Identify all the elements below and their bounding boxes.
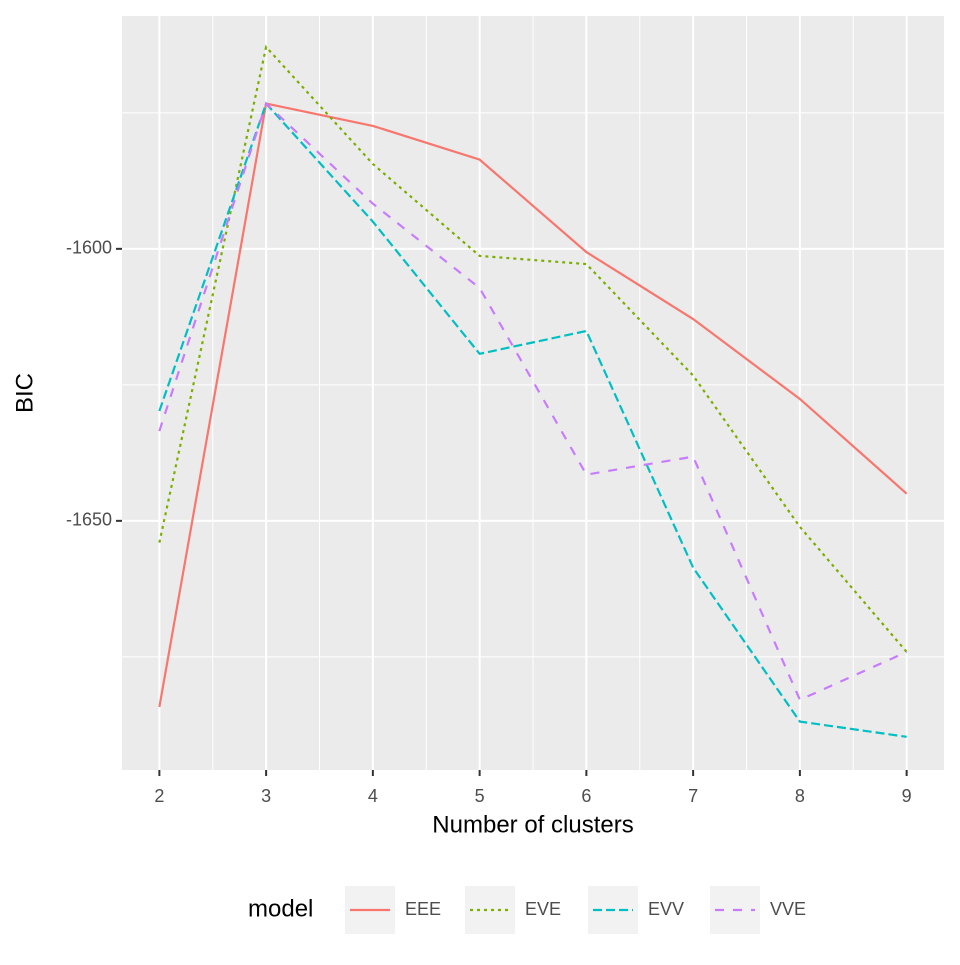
legend-label: EVE xyxy=(525,899,561,919)
legend-label: VVE xyxy=(770,899,806,919)
legend-label: EEE xyxy=(405,899,441,919)
x-tick-label: 2 xyxy=(154,786,164,806)
x-tick-label: 8 xyxy=(795,786,805,806)
x-tick-label: 9 xyxy=(902,786,912,806)
y-axis-label: BIC xyxy=(11,373,38,413)
series-line xyxy=(158,102,908,708)
x-axis-label: Number of clusters xyxy=(432,811,633,838)
x-tick-label: 3 xyxy=(261,786,271,806)
x-tick-label: 5 xyxy=(475,786,485,806)
y-tick-label: -1600 xyxy=(66,238,112,258)
legend-title: model xyxy=(248,895,313,922)
y-tick-label: -1650 xyxy=(66,510,112,530)
x-tick-label: 4 xyxy=(368,786,378,806)
legend-label: EVV xyxy=(648,899,684,919)
series-line xyxy=(158,101,908,702)
series-line xyxy=(158,101,907,738)
x-tick-label: 6 xyxy=(581,786,591,806)
series-line xyxy=(158,44,908,653)
x-tick-label: 7 xyxy=(688,786,698,806)
